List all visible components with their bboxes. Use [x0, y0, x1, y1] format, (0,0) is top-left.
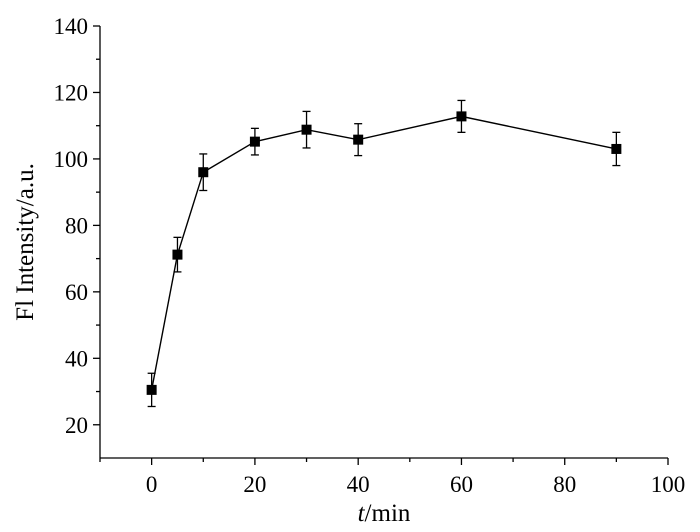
x-tick-label: 60: [450, 472, 473, 497]
axes: [99, 26, 668, 459]
x-axis-title-rest: /min: [365, 500, 411, 527]
y-tick-label: 20: [65, 413, 88, 438]
data-point: [456, 111, 467, 122]
data-point: [198, 167, 209, 178]
x-tick-label: 80: [553, 472, 576, 497]
data-point: [353, 134, 364, 145]
data-point: [146, 384, 157, 395]
x-tick-label: 40: [347, 472, 370, 497]
x-axis-title: t/min: [358, 500, 411, 527]
x-axis-title-italic: t: [358, 500, 366, 527]
x-tick-label: 0: [146, 472, 158, 497]
x-tick-label: 20: [243, 472, 266, 497]
data-point: [249, 136, 260, 147]
y-tick-label: 60: [65, 280, 88, 305]
data-point: [301, 124, 312, 135]
x-ticks: 0 20 40 60 80 100: [99, 458, 686, 497]
data-point: [172, 249, 183, 260]
y-tick-label: 40: [65, 346, 88, 371]
y-axis-title: Fl Intensity/a.u.: [12, 163, 39, 321]
x-tick-label: 100: [651, 472, 686, 497]
series-line: [150, 115, 617, 391]
data-series: [146, 99, 622, 408]
y-tick-label: 140: [54, 14, 89, 39]
data-point: [611, 143, 622, 154]
y-ticks: 20 40 60 80 100 120 140: [54, 14, 100, 438]
y-tick-label: 120: [54, 80, 89, 105]
y-tick-label: 80: [65, 213, 88, 238]
y-tick-label: 100: [54, 147, 89, 172]
